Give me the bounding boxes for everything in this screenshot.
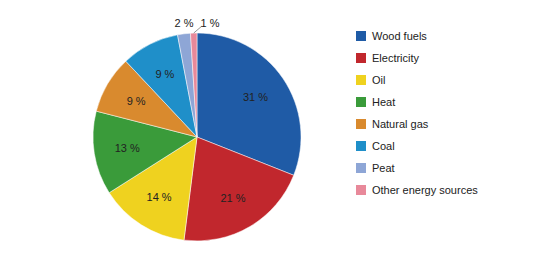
data-label: 9 % — [127, 95, 146, 107]
legend-label: Peat — [372, 162, 395, 174]
chart: 31 % 21 % 14 % 13 % 9 % 9 % 2 % 1 % Wood fuels El… — [0, 0, 550, 276]
legend-label: Oil — [372, 74, 385, 86]
legend-item: Electricity — [356, 52, 420, 64]
legend-item: Wood fuels — [356, 30, 427, 42]
data-label: 13 % — [115, 142, 140, 154]
legend-swatch — [356, 163, 366, 173]
data-label: 2 % — [174, 17, 193, 29]
legend-item: Peat — [356, 162, 395, 174]
pie-slice — [190, 33, 197, 137]
data-label: 9 % — [155, 68, 174, 80]
legend-label: Other energy sources — [372, 184, 478, 196]
legend-label: Natural gas — [372, 118, 429, 130]
legend-swatch — [356, 31, 366, 41]
pie: 31 % 21 % 14 % 13 % 9 % 9 % 2 % 1 % — [93, 17, 301, 241]
data-label: 31 % — [243, 91, 268, 103]
legend-swatch — [356, 141, 366, 151]
legend-item: Other energy sources — [356, 184, 478, 196]
pie-slice — [178, 33, 197, 137]
legend-item: Coal — [356, 140, 395, 152]
legend-swatch — [356, 53, 366, 63]
legend-item: Natural gas — [356, 118, 429, 130]
legend: Wood fuels Electricity Oil Heat Natural gas C… — [356, 30, 478, 196]
legend-swatch — [356, 75, 366, 85]
legend-label: Coal — [372, 140, 395, 152]
data-label: 14 % — [147, 191, 172, 203]
legend-swatch — [356, 119, 366, 129]
data-label: 1 % — [200, 17, 219, 29]
legend-label: Heat — [372, 96, 395, 108]
data-label: 21 % — [220, 192, 245, 204]
legend-swatch — [356, 185, 366, 195]
pie-slice — [184, 137, 294, 241]
legend-swatch — [356, 97, 366, 107]
legend-item: Oil — [356, 74, 385, 86]
legend-label: Electricity — [372, 52, 420, 64]
legend-item: Heat — [356, 96, 395, 108]
legend-label: Wood fuels — [372, 30, 427, 42]
